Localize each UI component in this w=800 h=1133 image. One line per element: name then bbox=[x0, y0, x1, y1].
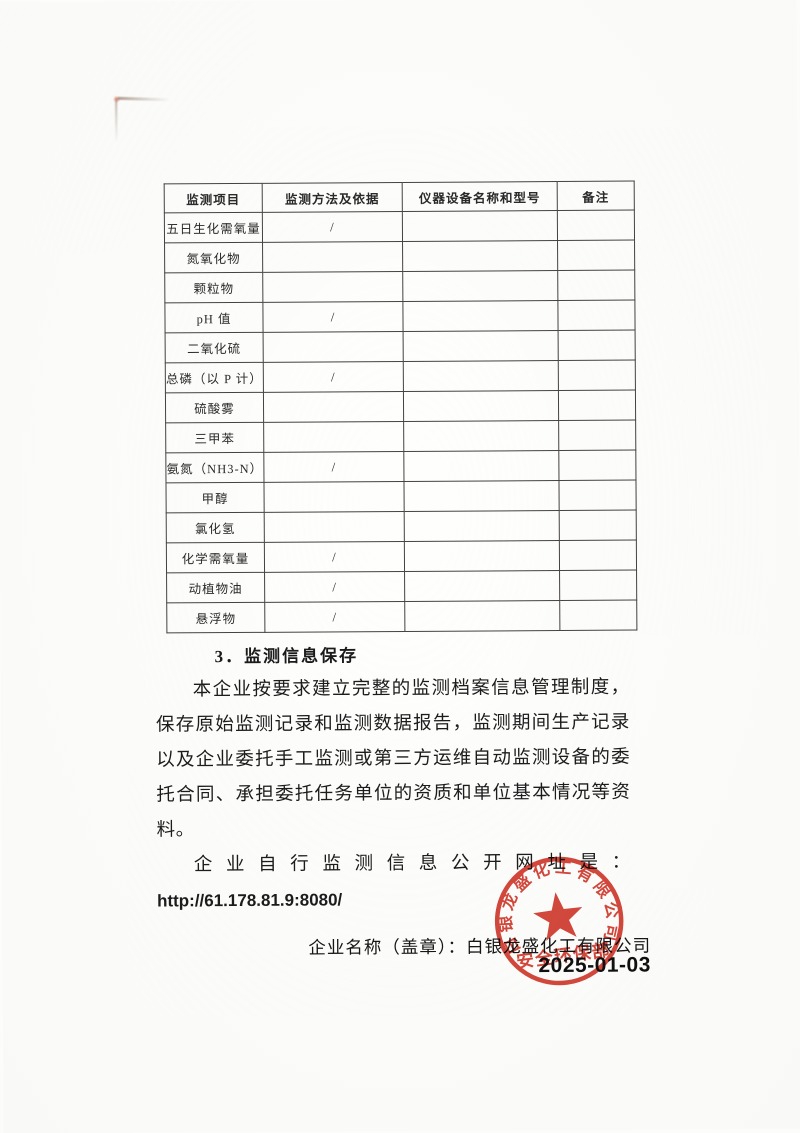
company-seal-stamp: 白银龙盛化工有限公司 安全环保部 bbox=[487, 849, 626, 986]
item-cell: 二氧化硫 bbox=[165, 332, 264, 363]
method-cell bbox=[263, 391, 404, 423]
section-heading: 3．监测信息保存 bbox=[214, 646, 359, 667]
method-cell bbox=[264, 511, 405, 543]
method-cell bbox=[263, 331, 404, 363]
item-cell: 化学需氧量 bbox=[166, 542, 265, 573]
table-row: 化学需氧量 / bbox=[166, 540, 637, 573]
remark-cell bbox=[557, 270, 635, 301]
item-cell: 五日生化需氧量 bbox=[164, 212, 263, 243]
monitoring-table-body: 五日生化需氧量 / 氮氧化物 颗粒物 pH 值 / 二氧化硫 总磷（以 P 计） bbox=[164, 210, 637, 633]
instrument-cell bbox=[403, 450, 559, 482]
item-cell: 氯化氢 bbox=[166, 512, 265, 543]
remark-cell bbox=[557, 240, 635, 271]
instrument-cell bbox=[404, 540, 560, 572]
instrument-cell bbox=[402, 270, 558, 302]
star-icon bbox=[533, 892, 583, 941]
table-row: 三甲苯 bbox=[165, 420, 636, 453]
item-cell: 颗粒物 bbox=[164, 272, 263, 303]
remark-cell bbox=[557, 210, 635, 241]
table-row: pH 值 / bbox=[164, 300, 636, 333]
remark-cell bbox=[558, 450, 636, 481]
table-header-row: 监测项目 监测方法及依据 仪器设备名称和型号 备注 bbox=[164, 181, 635, 213]
company-label: 企业名称（盖章）： bbox=[308, 936, 467, 958]
instrument-cell bbox=[403, 480, 560, 512]
item-cell: 动植物油 bbox=[166, 572, 265, 603]
header-method: 监测方法及依据 bbox=[262, 182, 403, 213]
table-row: 氯化氢 bbox=[166, 510, 637, 543]
instrument-cell bbox=[403, 420, 559, 452]
scan-crease-artifact bbox=[118, 96, 171, 102]
instrument-cell bbox=[403, 390, 559, 422]
method-cell bbox=[262, 271, 403, 303]
instrument-cell bbox=[402, 240, 558, 272]
monitoring-table: 监测项目 监测方法及依据 仪器设备名称和型号 备注 五日生化需氧量 / 氮氧化物… bbox=[164, 181, 638, 634]
table-row: 氮氧化物 bbox=[164, 240, 635, 273]
table-row: 颗粒物 bbox=[164, 270, 635, 303]
header-remark: 备注 bbox=[557, 181, 635, 211]
item-cell: pH 值 bbox=[164, 302, 264, 333]
remark-cell bbox=[558, 360, 636, 391]
remark-cell bbox=[558, 420, 636, 451]
disclosure-url: http://61.178.81.9:8080/ bbox=[156, 890, 343, 911]
method-cell: / bbox=[263, 451, 404, 483]
remark-cell bbox=[559, 510, 637, 541]
item-cell: 氮氧化物 bbox=[164, 242, 263, 273]
remark-cell bbox=[558, 390, 636, 421]
method-cell bbox=[263, 421, 404, 453]
header-item: 监测项目 bbox=[164, 183, 263, 213]
table-row: 硫酸雾 bbox=[165, 390, 636, 423]
method-cell bbox=[262, 241, 403, 273]
instrument-cell bbox=[402, 300, 559, 332]
instrument-cell bbox=[402, 210, 558, 242]
remark-cell bbox=[558, 480, 637, 511]
scan-crease-artifact bbox=[115, 100, 118, 143]
remark-cell bbox=[558, 330, 636, 361]
method-cell: / bbox=[263, 361, 404, 393]
method-cell: / bbox=[264, 541, 405, 573]
header-instrument: 仪器设备名称和型号 bbox=[402, 181, 558, 212]
instrument-cell bbox=[404, 600, 560, 632]
item-cell: 总磷（以 P 计） bbox=[165, 362, 264, 393]
method-cell: / bbox=[264, 601, 405, 633]
method-cell: / bbox=[262, 301, 404, 333]
instrument-cell bbox=[404, 570, 560, 602]
item-cell: 氨氮（NH3-N） bbox=[165, 452, 264, 483]
item-cell: 硫酸雾 bbox=[165, 392, 264, 423]
table-row: 甲醇 bbox=[165, 480, 637, 513]
remark-cell bbox=[559, 570, 637, 601]
remark-cell bbox=[559, 540, 637, 571]
table-row: 动植物油 / bbox=[166, 570, 637, 603]
remark-cell bbox=[559, 600, 637, 631]
instrument-cell bbox=[404, 510, 560, 542]
table-row: 五日生化需氧量 / bbox=[164, 210, 635, 243]
table-row: 悬浮物 / bbox=[166, 600, 637, 633]
stamp-date: 2025-01-03 bbox=[538, 953, 651, 978]
method-cell bbox=[263, 481, 405, 513]
item-cell: 悬浮物 bbox=[166, 602, 265, 633]
method-cell: / bbox=[264, 571, 405, 603]
item-cell: 甲醇 bbox=[165, 482, 265, 513]
stamp-ring bbox=[494, 856, 624, 986]
item-cell: 三甲苯 bbox=[165, 422, 264, 453]
retention-paragraph: 本企业按要求建立完整的监测档案信息管理制度，保存原始监测记录和监测数据报告，监测… bbox=[155, 677, 631, 841]
instrument-cell bbox=[403, 330, 559, 362]
instrument-cell bbox=[403, 360, 559, 392]
table-row: 二氧化硫 bbox=[165, 330, 636, 363]
method-cell: / bbox=[262, 211, 403, 243]
table-row: 总磷（以 P 计） / bbox=[165, 360, 636, 393]
remark-cell bbox=[557, 300, 636, 331]
table-row: 氨氮（NH3-N） / bbox=[165, 450, 636, 483]
